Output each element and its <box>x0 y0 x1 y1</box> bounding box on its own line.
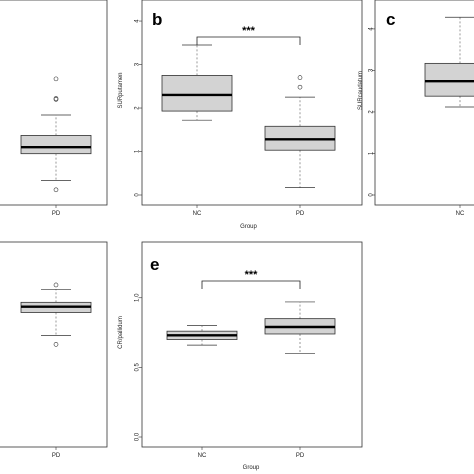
outlier-point <box>297 84 303 90</box>
box-plot <box>424 16 474 108</box>
x-tick-label: NC <box>193 211 202 217</box>
x-tick-label: NC <box>198 453 207 459</box>
y-tick-label: 4 <box>135 19 141 23</box>
plot-frame <box>141 0 363 206</box>
x-axis-label: Group <box>240 224 257 230</box>
outlier-point <box>53 76 59 82</box>
box-plot <box>20 76 92 193</box>
y-axis-label: CR/pallidum <box>118 316 124 349</box>
box-iqr <box>424 62 474 97</box>
y-tick-label: 4 <box>369 27 375 31</box>
chart-panel: PD <box>0 241 108 459</box>
outlier-point <box>53 96 59 101</box>
chart-panel: b 0 1 2 3 4 SURputamen NC PD Group *** <box>118 0 363 230</box>
panel-label: b <box>152 10 162 29</box>
y-tick-label: 0.0 <box>135 432 141 441</box>
significance-bracket <box>196 36 301 45</box>
plot-frame <box>141 241 363 448</box>
x-tick-label: NC <box>456 211 465 217</box>
x-tick-label: PD <box>52 211 61 217</box>
y-tick-label: 1 <box>369 151 375 155</box>
plot-frame <box>0 0 108 206</box>
y-tick-label: 3 <box>135 62 141 66</box>
chart-panel: c 0 1 2 3 4 SURcaudatum NC <box>358 0 474 217</box>
chart-panel: e 0.0 0.5 1.0 CR/pallidum NC PD Group *** <box>118 241 363 471</box>
outlier-point <box>53 187 59 193</box>
x-tick-label: PD <box>52 453 61 459</box>
significance-label: *** <box>242 25 256 37</box>
box-plot <box>20 282 92 347</box>
panel-label: c <box>386 10 395 29</box>
y-tick-label: 3 <box>369 68 375 72</box>
box-plot <box>161 44 233 121</box>
x-tick-label: PD <box>296 211 305 217</box>
significance-bracket <box>201 280 301 289</box>
y-axis-label: SURcaudatum <box>358 71 364 110</box>
y-tick-label: 2 <box>369 110 375 114</box>
box-iqr <box>20 135 92 155</box>
box-iqr <box>161 75 233 112</box>
y-tick-label: 1 <box>135 149 141 153</box>
outlier-point <box>53 342 59 347</box>
x-tick-label: PD <box>296 453 305 459</box>
panel-label: e <box>150 255 159 274</box>
y-tick-label: 1.0 <box>135 293 141 302</box>
y-axis-label: SURputamen <box>118 72 124 108</box>
plot-frame <box>374 0 474 206</box>
box-plot <box>264 75 336 188</box>
chart-panel: PD <box>0 0 108 217</box>
y-tick-label: 0 <box>135 193 141 197</box>
outlier-point <box>297 75 303 80</box>
y-tick-label: 2 <box>135 106 141 110</box>
significance-label: *** <box>245 269 259 281</box>
box-plot <box>166 325 238 346</box>
y-tick-label: 0.5 <box>135 363 141 372</box>
box-plot <box>264 301 336 354</box>
plot-frame <box>0 241 108 448</box>
y-tick-label: 0 <box>369 193 375 197</box>
outlier-point <box>53 282 59 288</box>
x-axis-label: Group <box>243 465 260 471</box>
